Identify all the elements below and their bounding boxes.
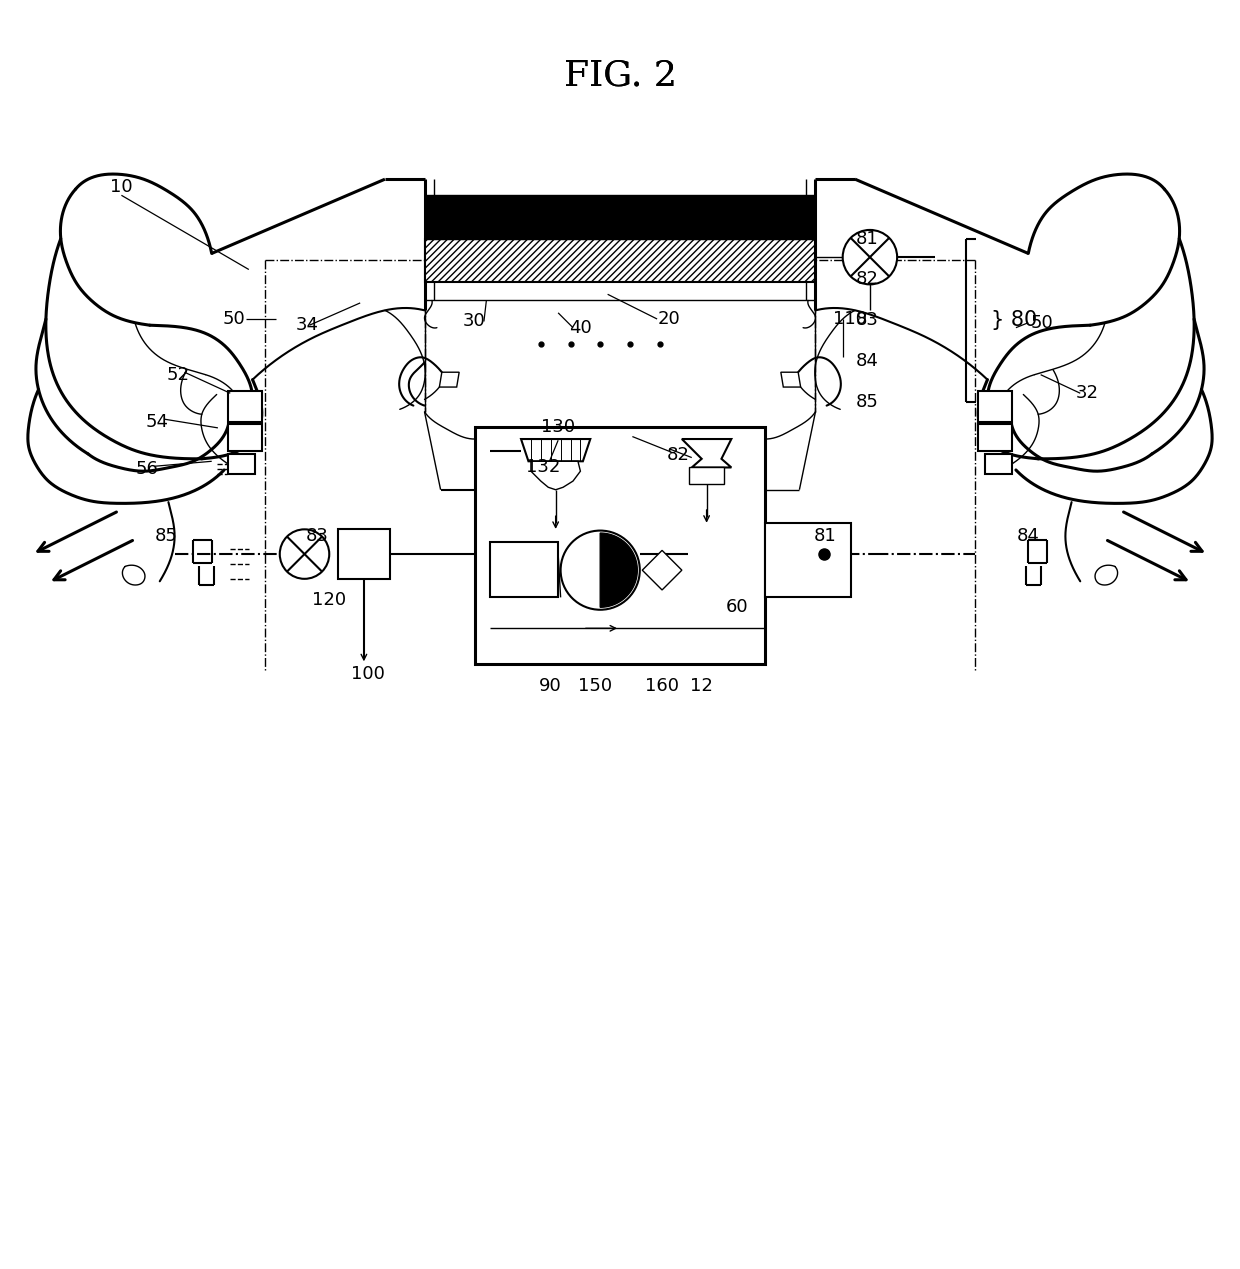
Bar: [424, 195, 816, 239]
Text: 56: 56: [136, 459, 159, 477]
Text: 84: 84: [856, 352, 879, 371]
Text: 82: 82: [667, 447, 689, 464]
Text: 20: 20: [658, 310, 681, 327]
Polygon shape: [781, 372, 801, 387]
Bar: [228, 424, 263, 452]
Circle shape: [280, 529, 330, 579]
Text: 60: 60: [727, 598, 749, 617]
Circle shape: [560, 530, 640, 610]
Bar: [765, 523, 852, 598]
Polygon shape: [521, 439, 590, 462]
Text: 82: 82: [856, 270, 879, 288]
Polygon shape: [439, 372, 459, 387]
Text: 30: 30: [463, 312, 485, 330]
Text: 132: 132: [526, 458, 560, 476]
Bar: [475, 426, 765, 664]
Bar: [228, 391, 263, 421]
Bar: [490, 542, 558, 598]
Bar: [977, 391, 1012, 421]
Text: 85: 85: [856, 393, 879, 411]
Polygon shape: [531, 462, 580, 490]
Text: 52: 52: [167, 365, 190, 383]
Bar: [228, 454, 255, 473]
Polygon shape: [682, 439, 732, 467]
Bar: [985, 454, 1012, 473]
Text: 10: 10: [110, 178, 133, 195]
Text: 50: 50: [223, 310, 246, 327]
Text: 84: 84: [1017, 527, 1039, 544]
Text: 83: 83: [305, 527, 329, 544]
Polygon shape: [600, 533, 637, 608]
Text: 160: 160: [645, 678, 680, 695]
Polygon shape: [642, 551, 682, 590]
Text: 150: 150: [578, 678, 613, 695]
Text: } 80: } 80: [991, 310, 1038, 330]
Bar: [977, 424, 1012, 452]
Text: 83: 83: [856, 311, 879, 329]
Text: 81: 81: [813, 527, 837, 544]
Text: FIG. 2: FIG. 2: [563, 58, 677, 93]
Text: 50: 50: [1030, 313, 1053, 331]
Text: 90: 90: [539, 678, 562, 695]
Text: 40: 40: [569, 319, 591, 336]
Text: 85: 85: [155, 527, 177, 544]
Text: 120: 120: [312, 591, 346, 609]
Polygon shape: [689, 467, 724, 483]
Text: 130: 130: [541, 418, 575, 435]
Text: 81: 81: [856, 230, 879, 247]
Text: 54: 54: [146, 412, 169, 430]
Text: FIG. 2: FIG. 2: [563, 58, 677, 93]
Text: 12: 12: [691, 678, 713, 695]
Bar: [424, 239, 816, 282]
Circle shape: [843, 230, 897, 284]
Text: 110: 110: [833, 310, 867, 327]
Text: 32: 32: [1076, 385, 1099, 402]
Bar: [339, 529, 389, 579]
Text: 100: 100: [351, 665, 384, 683]
Text: 34: 34: [295, 316, 319, 334]
